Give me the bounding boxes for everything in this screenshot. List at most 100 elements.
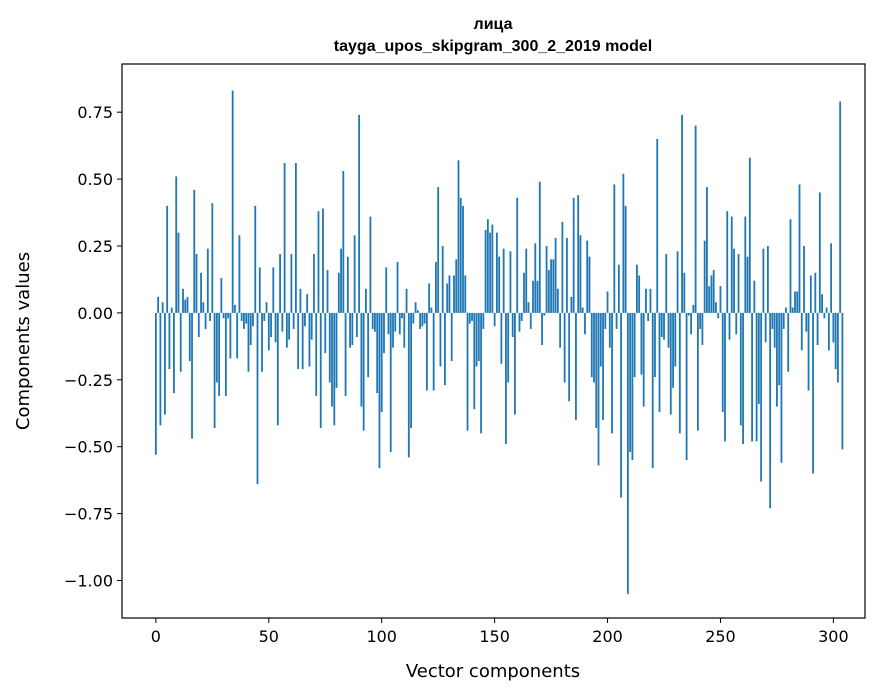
x-tick-label-250: 250 xyxy=(705,627,736,646)
bar-123 xyxy=(432,312,435,391)
bar-208 xyxy=(624,205,627,313)
bar-172 xyxy=(543,312,546,316)
bar-27 xyxy=(215,312,218,383)
bar-233 xyxy=(681,114,683,313)
bar-176 xyxy=(552,259,555,313)
bar-271 xyxy=(766,245,769,313)
bar-216 xyxy=(642,312,645,407)
bar-43 xyxy=(252,312,254,327)
bar-209 xyxy=(626,312,629,594)
bar-236 xyxy=(687,312,690,316)
bar-76 xyxy=(326,270,329,313)
bar-183 xyxy=(568,312,571,402)
bar-125 xyxy=(437,187,440,313)
bar-25 xyxy=(211,203,214,313)
bar-187 xyxy=(577,195,580,313)
bar-77 xyxy=(328,312,331,383)
bar-113 xyxy=(410,312,412,428)
bar-53 xyxy=(274,312,277,343)
bar-194 xyxy=(593,312,595,383)
bar-186 xyxy=(575,312,577,420)
bar-246 xyxy=(710,275,713,313)
bar-41 xyxy=(247,312,250,372)
bar-92 xyxy=(362,312,365,431)
bar-109 xyxy=(401,312,403,319)
bar-79 xyxy=(333,312,336,426)
bar-13 xyxy=(184,299,187,313)
bar-261 xyxy=(744,216,747,313)
bar-22 xyxy=(204,312,207,329)
bar-197 xyxy=(599,312,602,367)
bar-87 xyxy=(351,312,354,346)
bar-189 xyxy=(581,307,584,313)
bar-135 xyxy=(459,197,462,313)
bar-11 xyxy=(179,312,182,372)
bar-94 xyxy=(367,312,370,378)
bar-132 xyxy=(453,275,455,313)
bar-239 xyxy=(694,125,697,313)
bar-263 xyxy=(748,157,751,313)
bar-38 xyxy=(240,312,243,321)
bar-284 xyxy=(796,291,799,313)
bar-0 xyxy=(154,312,157,455)
bar-211 xyxy=(631,312,634,461)
bar-264 xyxy=(751,312,753,442)
bar-75 xyxy=(324,312,327,354)
bar-161 xyxy=(518,312,521,332)
bar-266 xyxy=(755,312,758,442)
bar-90 xyxy=(358,114,361,313)
bar-16 xyxy=(191,312,193,439)
bar-303 xyxy=(839,101,842,313)
bar-35 xyxy=(234,304,236,313)
bar-93 xyxy=(365,288,367,313)
bar-218 xyxy=(647,312,650,321)
bar-8 xyxy=(173,312,175,394)
bar-138 xyxy=(466,312,469,431)
bar-137 xyxy=(464,275,467,313)
bar-82 xyxy=(340,248,342,313)
bar-190 xyxy=(584,312,586,335)
bar-69 xyxy=(310,312,313,340)
x-tick-label-100: 100 xyxy=(366,627,397,646)
bar-251 xyxy=(721,312,724,412)
bar-1 xyxy=(157,296,160,313)
bar-40 xyxy=(245,312,248,324)
bar-174 xyxy=(547,270,550,313)
bar-222 xyxy=(656,138,659,313)
bar-184 xyxy=(570,296,573,313)
bar-63 xyxy=(297,312,300,370)
bar-158 xyxy=(511,312,514,337)
bar-252 xyxy=(724,312,726,442)
bar-72 xyxy=(317,211,320,313)
bar-168 xyxy=(534,243,537,313)
bar-235 xyxy=(685,312,688,461)
bar-231 xyxy=(676,251,679,313)
bar-96 xyxy=(371,312,374,329)
bar-156 xyxy=(507,312,510,383)
bar-12 xyxy=(182,288,184,313)
bar-255 xyxy=(730,216,733,313)
bar-95 xyxy=(369,216,372,313)
bar-244 xyxy=(706,187,708,313)
bar-298 xyxy=(827,312,830,351)
bar-108 xyxy=(398,312,401,335)
bar-49 xyxy=(265,302,268,313)
bar-47 xyxy=(261,312,263,372)
bar-26 xyxy=(213,312,216,428)
bar-237 xyxy=(690,312,693,335)
bar-141 xyxy=(473,312,476,410)
bar-57 xyxy=(283,163,286,313)
bar-285 xyxy=(798,184,801,313)
bar-260 xyxy=(742,312,744,445)
bar-162 xyxy=(520,312,523,321)
bar-105 xyxy=(392,312,394,348)
bar-153 xyxy=(500,312,503,364)
bar-199 xyxy=(604,312,607,329)
bar-193 xyxy=(590,312,593,378)
bar-223 xyxy=(658,312,661,412)
bar-127 xyxy=(441,245,444,313)
bar-124 xyxy=(435,262,437,313)
bar-62 xyxy=(294,163,297,313)
bar-52 xyxy=(272,267,275,313)
bar-234 xyxy=(683,272,686,313)
